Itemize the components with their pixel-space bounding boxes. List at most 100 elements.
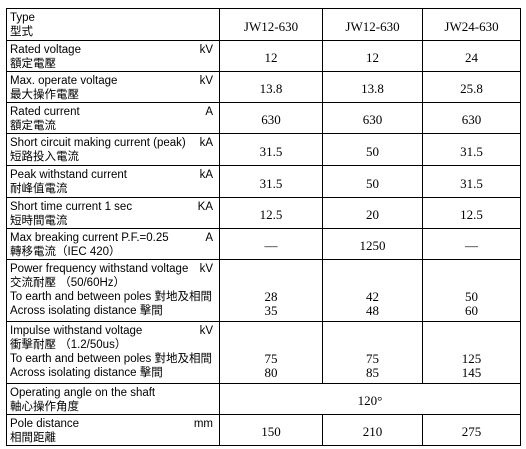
table-row: Short time current 1 sec 短時間電流 KA 12.5 20 12.… (6, 197, 521, 229)
value-cell: 12.5 (422, 197, 521, 229)
unit: kV (199, 263, 213, 275)
value: — (264, 238, 278, 253)
value: 50 (366, 175, 379, 191)
value-cell: JW12-630 (322, 8, 423, 41)
label-line: To earth and between poles 對地及相間 (10, 353, 212, 365)
value-cell: 31.5 (422, 165, 521, 198)
value: 150 (261, 424, 281, 439)
value-cell: 31.5 (422, 133, 521, 166)
value-line: 80 (264, 365, 278, 380)
label-line: Max. operate voltage (10, 75, 118, 87)
unit: KA (197, 201, 213, 213)
unit: kA (199, 169, 213, 181)
table-row: Short circuit making current (peak) 短路投入電… (6, 133, 521, 166)
value: 275 (461, 424, 482, 439)
label-line: Across isolating distance 擊間 (10, 305, 163, 317)
label-line: 相間距離 (10, 432, 56, 444)
value: 24 (465, 50, 478, 65)
label-line: Type (10, 12, 35, 24)
table-row: Rated voltage 額定電壓 kV 12 12 24 (6, 40, 521, 72)
value-cell: 13.8 (322, 71, 423, 103)
value-cell: 25.8 (422, 71, 521, 103)
value-cell: 75 80 (219, 321, 323, 384)
label-line: Power frequency withstand voltage (10, 263, 189, 275)
value: 31.5 (460, 175, 483, 191)
value: 31.5 (460, 143, 483, 159)
label-cell: Rated voltage 額定電壓 kV (6, 40, 220, 72)
value-cell: 13.8 (219, 71, 323, 103)
value: 12 (264, 50, 278, 65)
value-cell: 20 (322, 197, 423, 229)
value-cell: JW24-630 (422, 8, 521, 41)
table-row: Power frequency withstand voltage 交流耐壓 （5… (6, 259, 521, 322)
value-line: 28 (264, 289, 278, 304)
label-line: Operating angle on the shaft (10, 387, 156, 399)
value: 630 (461, 112, 482, 127)
label-cell: Max. operate voltage 最大操作電壓 kV (6, 71, 220, 103)
value-line: 42 (366, 289, 379, 304)
value: 20 (366, 207, 379, 222)
table-row: Pole distance 相間距離 mm 150 210 275 (6, 414, 521, 446)
unit: kV (199, 44, 213, 56)
value-cell: 31.5 (219, 133, 323, 166)
label-line: 額定電壓 (10, 58, 56, 70)
label-cell: Power frequency withstand voltage 交流耐壓 （5… (6, 259, 220, 322)
value: 630 (261, 112, 281, 127)
value-line: 75 (264, 351, 278, 366)
label-line: Short circuit making current (peak) (10, 137, 186, 149)
unit: A (205, 106, 213, 118)
value-line: 48 (366, 303, 379, 318)
table-row: Type 型式 JW12-630 JW12-630 JW24-630 (6, 8, 521, 41)
value-cell: 630 (422, 102, 521, 134)
value-line: 60 (465, 303, 478, 318)
value: 12 (366, 50, 379, 65)
value-cell: 12.5 (219, 197, 323, 229)
value-cell: 50 (322, 165, 423, 198)
unit: kA (199, 137, 213, 149)
label-cell: Max breaking current P.F.=0.25 轉移電流（IEC 4… (6, 228, 220, 260)
label-cell: Peak withstand current 耐峰值電流 kA (6, 165, 220, 198)
label-line: Peak withstand current (10, 169, 127, 181)
table-row: Impulse withstand voltage 衝擊耐壓 （1.2/50us）… (6, 321, 521, 384)
value: JW12-630 (243, 18, 299, 34)
value-line: 50 (465, 289, 478, 304)
value: 31.5 (259, 175, 283, 191)
label-line: Short time current 1 sec (10, 201, 133, 213)
value-cell: 120° (219, 383, 521, 415)
label-cell: Pole distance 相間距離 mm (6, 414, 220, 446)
label-cell: Impulse withstand voltage 衝擊耐壓 （1.2/50us）… (6, 321, 220, 384)
value: 12.5 (460, 207, 483, 222)
label-line: 交流耐壓 （50/60Hz） (10, 277, 126, 289)
label-line: 型式 (10, 26, 33, 38)
value-cell: 630 (219, 102, 323, 134)
value-cell: JW12-630 (219, 8, 323, 41)
label-line: 衝擊耐壓 （1.2/50us） (10, 339, 127, 351)
value-cell: 42 48 (322, 259, 423, 322)
value-cell: 125 145 (422, 321, 521, 384)
value-line: 35 (264, 303, 278, 318)
value: 210 (362, 424, 383, 439)
label-line: 短路投入電流 (10, 151, 79, 163)
value-cell: 24 (422, 40, 521, 72)
value-cell: 28 35 (219, 259, 323, 322)
value: 50 (366, 143, 379, 159)
label-line: Impulse withstand voltage (10, 325, 143, 337)
label-cell: Short circuit making current (peak) 短路投入電… (6, 133, 220, 166)
value-line: 125 (461, 351, 482, 366)
label-line: Pole distance (10, 418, 80, 430)
value-cell: 50 (322, 133, 423, 166)
value: 13.8 (361, 81, 384, 96)
value: 12.5 (259, 207, 283, 222)
unit: mm (193, 418, 213, 430)
label-line: To earth and between poles 對地及相間 (10, 291, 212, 303)
table-row: Max breaking current P.F.=0.25 轉移電流（IEC 4… (6, 228, 521, 260)
label-cell: Short time current 1 sec 短時間電流 KA (6, 197, 220, 229)
label-line: 最大操作電壓 (10, 89, 79, 101)
unit: kV (199, 325, 213, 337)
unit: A (205, 232, 213, 244)
value-line: 75 (366, 351, 379, 366)
table-row: Rated current 額定電流 A 630 630 630 (6, 102, 521, 134)
value-cell: — (422, 228, 521, 260)
value-line: 145 (461, 365, 482, 380)
value: — (465, 238, 478, 253)
